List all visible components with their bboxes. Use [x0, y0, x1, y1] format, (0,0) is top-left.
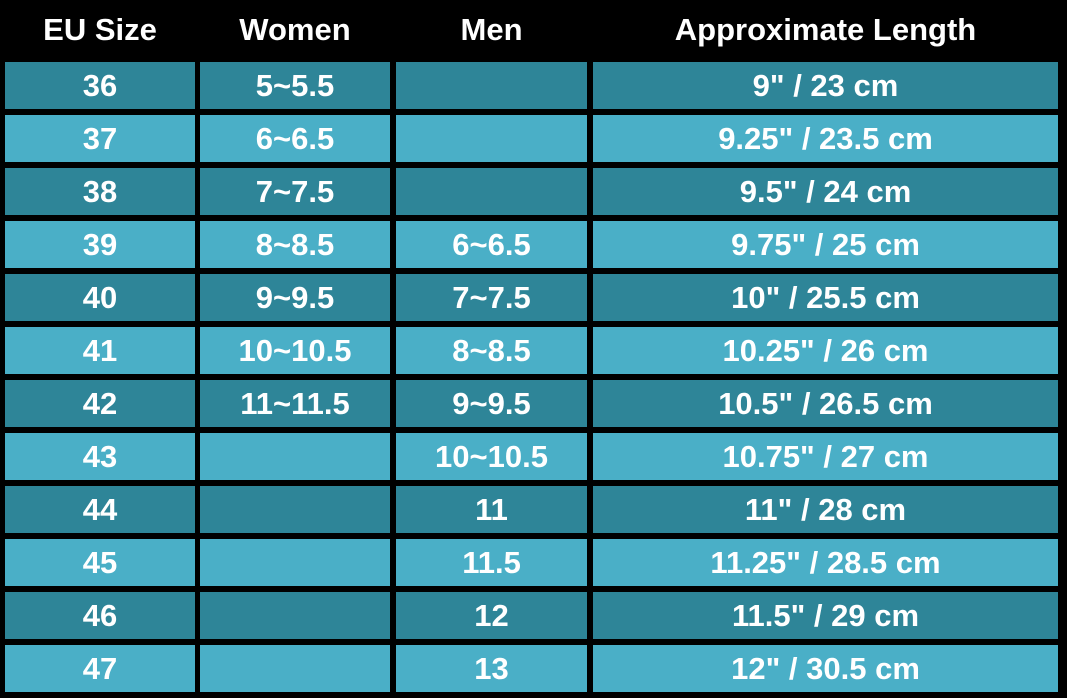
- table-cell: 7~7.5: [396, 274, 587, 321]
- table-cell: 10.5" / 26.5 cm: [593, 380, 1058, 427]
- header-cell: Men: [460, 12, 523, 47]
- table-cell: 38: [5, 168, 195, 215]
- table-cell: 42: [5, 380, 195, 427]
- table-cell: 9~9.5: [200, 274, 390, 321]
- table-cell: 9.5" / 24 cm: [593, 168, 1058, 215]
- table-cell: [396, 168, 587, 215]
- table-cell: 12" / 30.5 cm: [593, 645, 1058, 692]
- table-cell: 11~11.5: [200, 380, 390, 427]
- table-cell: 5~5.5: [200, 62, 390, 109]
- table-cell: 41: [5, 327, 195, 374]
- table-cell: 8~8.5: [200, 221, 390, 268]
- table-cell: 11" / 28 cm: [593, 486, 1058, 533]
- table-cell: 11.25" / 28.5 cm: [593, 539, 1058, 586]
- table-cell: [200, 433, 390, 480]
- table-cell: 9.75" / 25 cm: [593, 221, 1058, 268]
- header-cell: EU Size: [43, 12, 157, 47]
- table-cell: 37: [5, 115, 195, 162]
- table-cell: 10" / 25.5 cm: [593, 274, 1058, 321]
- table-cell: 11.5: [396, 539, 587, 586]
- table-cell: [200, 645, 390, 692]
- table-cell: 43: [5, 433, 195, 480]
- table-cell: 11.5" / 29 cm: [593, 592, 1058, 639]
- table-cell: 7~7.5: [200, 168, 390, 215]
- table-cell: 11: [396, 486, 587, 533]
- table-cell: [396, 62, 587, 109]
- table-cell: 40: [5, 274, 195, 321]
- table-cell: [396, 115, 587, 162]
- table-cell: 47: [5, 645, 195, 692]
- table-cell: 9" / 23 cm: [593, 62, 1058, 109]
- table-cell: 10~10.5: [200, 327, 390, 374]
- table-cell: 13: [396, 645, 587, 692]
- table-cell: 9~9.5: [396, 380, 587, 427]
- table-cell: 44: [5, 486, 195, 533]
- table-cell: 10~10.5: [396, 433, 587, 480]
- table-cell: 9.25" / 23.5 cm: [593, 115, 1058, 162]
- table-cell: 45: [5, 539, 195, 586]
- table-cell: 36: [5, 62, 195, 109]
- table-cell: 10.75" / 27 cm: [593, 433, 1058, 480]
- table-cell: 10.25" / 26 cm: [593, 327, 1058, 374]
- table-cell: 6~6.5: [396, 221, 587, 268]
- table-cell: 8~8.5: [396, 327, 587, 374]
- table-cell: 6~6.5: [200, 115, 390, 162]
- table-cell: 12: [396, 592, 587, 639]
- header-cell: Women: [239, 12, 351, 47]
- header-cell: Approximate Length: [674, 12, 977, 47]
- table-cell: [200, 539, 390, 586]
- table-cell: [200, 592, 390, 639]
- table-cell: 46: [5, 592, 195, 639]
- table-cell: [200, 486, 390, 533]
- table-cell: 39: [5, 221, 195, 268]
